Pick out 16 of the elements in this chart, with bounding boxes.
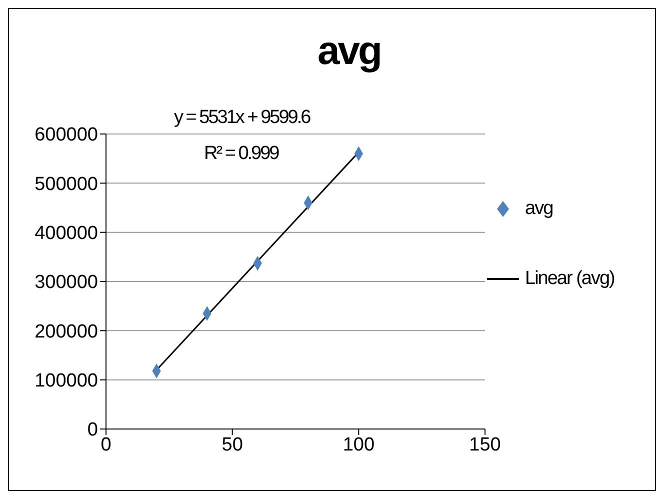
y-tick-label: 500000 xyxy=(34,174,98,195)
legend-label: avg xyxy=(525,198,553,220)
text: y = 5531x + 9599.6 xyxy=(174,107,310,129)
y-tick-label: 0 xyxy=(87,420,98,441)
y-tick-label: 600000 xyxy=(34,124,98,146)
x-tick-label: 50 xyxy=(222,434,243,456)
legend-label: Linear (avg) xyxy=(525,268,614,290)
y-tick-label: 100000 xyxy=(34,370,98,392)
y-tick-label: 200000 xyxy=(34,321,98,342)
x-tick-label: 100 xyxy=(342,434,375,456)
x-tick-label: 150 xyxy=(469,434,501,456)
annotation: R² = 0.999 xyxy=(204,143,278,165)
y-tick-label: 300000 xyxy=(34,272,98,294)
chart-title: avg xyxy=(316,29,382,74)
y-tick-label: 400000 xyxy=(34,223,98,244)
x-tick-label: 0 xyxy=(100,434,112,456)
